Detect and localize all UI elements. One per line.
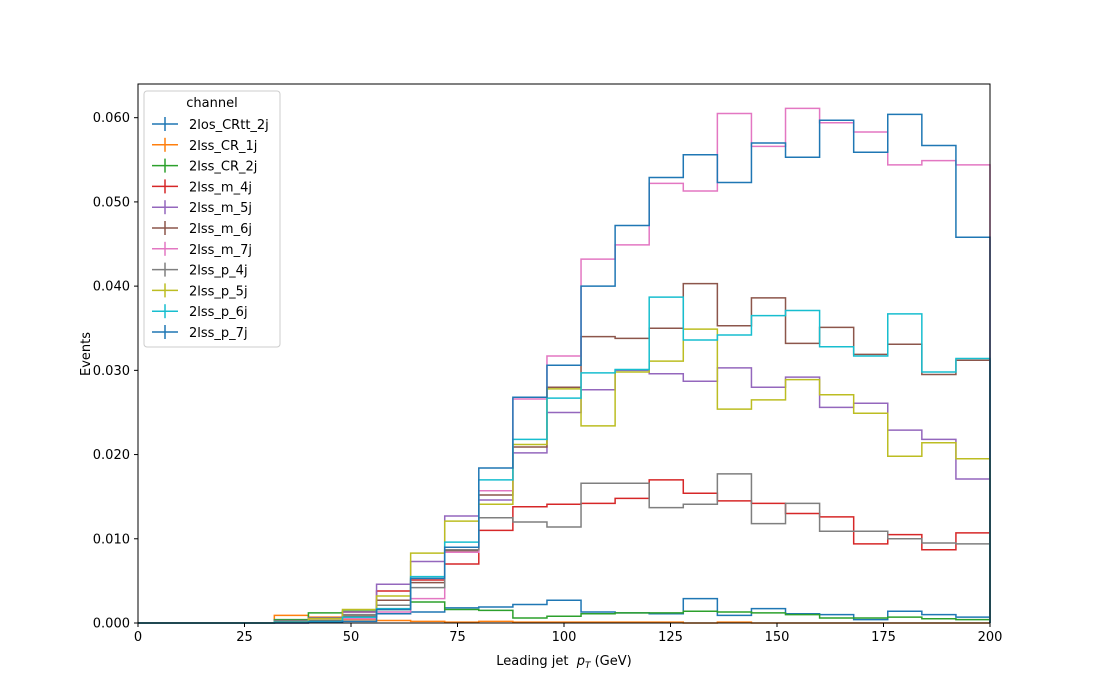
x-tick-label: 25 [236,630,253,645]
y-tick-label: 0.050 [93,195,130,210]
series-line-2lss-p-6j [138,296,991,624]
legend-label: 2los_CRtt_2j [189,118,269,133]
legend-label: 2lss_p_4j [189,264,248,279]
x-tick-label: 150 [765,630,790,645]
y-tick-label: 0.060 [93,111,130,126]
x-tick-label: 50 [343,630,360,645]
legend-title: channel [186,96,237,111]
x-tick-label: 175 [871,630,896,645]
series-line-2lss-m-5j [138,367,991,624]
x-tick-label: 100 [552,630,577,645]
x-axis: 0 25 50 75 100 125 150 175 200 [134,623,1003,645]
legend-label: 2lss_m_6j [189,222,252,237]
y-axis: 0.000 0.010 0.020 0.030 0.040 0.050 0.060 [93,111,138,632]
y-tick-label: 0.030 [93,364,130,379]
legend-label: 2lss_CR_1j [189,139,257,154]
y-tick-label: 0.020 [93,448,130,463]
legend-box [143,90,281,348]
x-tick-label: 200 [978,630,1003,645]
x-axis-title: Leading jet pT (GeV) [496,654,631,671]
series-line-2lss-p-4j [138,473,991,624]
y-tick-label: 0.000 [93,617,130,632]
series-line-2lss-cr-2j [138,601,991,624]
legend-label: 2lss_m_4j [189,180,252,195]
series-line-2los-crtt-2j [138,597,991,624]
legend-label: 2lss_p_5j [189,284,248,299]
plot-frame [137,83,991,624]
x-tick-label: 0 [134,630,142,645]
legend-label: 2lss_m_5j [189,201,252,216]
legend-label: 2lss_p_6j [189,305,248,320]
y-tick-label: 0.040 [93,280,130,295]
series-line-2lss-p-5j [138,328,991,624]
legend: channel 2los_CRtt_2j 2lss_CR_1j 2lss_CR_2j… [143,90,281,348]
x-tick-label: 75 [449,630,466,645]
series-line-2lss-m-6j [138,282,991,624]
x-tick-label: 125 [658,630,683,645]
legend-label: 2lss_m_7j [189,243,252,258]
series-line-2lss-p-7j [138,113,991,624]
plot-area [138,107,991,624]
y-axis-title: Events [79,332,94,376]
legend-label: 2lss_CR_2j [189,160,257,175]
series-line-2lss-m-4j [138,479,991,624]
legend-label: 2lss_p_7j [189,326,248,341]
y-tick-label: 0.010 [93,532,130,547]
